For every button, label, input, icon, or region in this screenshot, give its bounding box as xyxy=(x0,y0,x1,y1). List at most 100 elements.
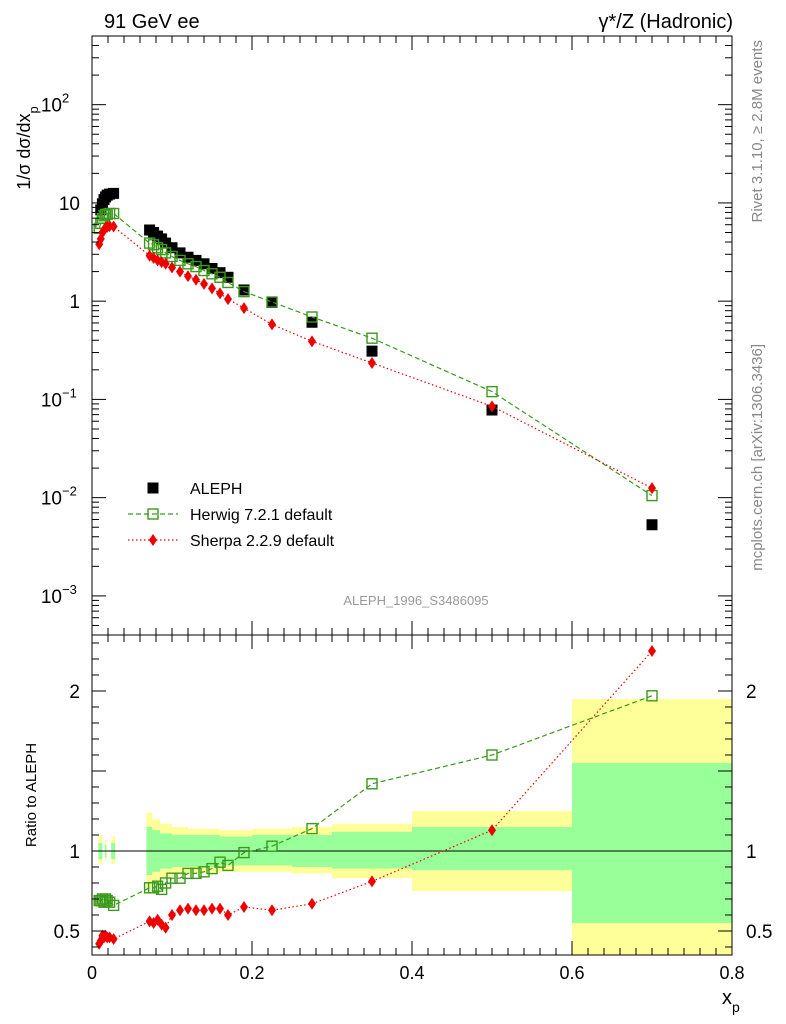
main-herwig-point-15 xyxy=(182,258,194,270)
main-aleph-point-12 xyxy=(166,242,178,254)
main-sherpa-point-23 xyxy=(308,335,316,348)
rivet-label: Rivet 3.1.10, ≥ 2.8M events xyxy=(749,40,766,223)
ratio-sherpa-point-22 xyxy=(268,904,276,917)
x-tick-label-0: 0 xyxy=(87,963,97,983)
ratio-y-tick-label-left-2: 2 xyxy=(69,682,80,703)
ratio-herwig-point-18 xyxy=(206,862,218,875)
ratio-herwig-point-16 xyxy=(190,867,202,880)
main-y-tick-exp-0: −3 xyxy=(62,582,77,597)
main-frame xyxy=(91,35,733,636)
main-y-tick-exp-2: −1 xyxy=(62,385,77,400)
ratio-herwig-point-9 xyxy=(147,882,160,894)
ratio-herwig-point-15 xyxy=(182,867,194,880)
plot-title-right: γ*/Z (Hadronic) xyxy=(599,11,733,33)
legend-sherpa-label: Sherpa 2.2.9 default xyxy=(190,533,335,550)
main-y-tick-label-5: 10 xyxy=(41,96,62,117)
x-tick-label-2: 0.4 xyxy=(399,963,424,983)
main-sherpa-point-22 xyxy=(268,318,276,331)
ratio-y-tick-label-left-0: 0.5 xyxy=(54,922,80,943)
ratio-herwig-point-17 xyxy=(198,866,210,878)
main-herwig-point-21 xyxy=(238,285,250,298)
ratio-sherpa-point-17 xyxy=(200,904,208,917)
ratio-sherpa-point-13 xyxy=(168,909,176,921)
ratio-herwig-point-25 xyxy=(486,749,498,761)
main-y-tick-label-3: 1 xyxy=(69,292,80,313)
main-aleph-point-23 xyxy=(366,345,378,357)
legend-aleph-marker xyxy=(147,482,159,494)
main-herwig-point-25 xyxy=(486,385,498,398)
mcplots-label: mcplots.cern.ch [arXiv:1306.3436] xyxy=(749,344,766,571)
main-sherpa-point-15 xyxy=(184,270,192,283)
main-sherpa-point-12 xyxy=(161,257,170,270)
main-sherpa-point-26 xyxy=(648,482,656,495)
main-aleph-point-14 xyxy=(182,251,194,263)
main-sherpa-point-25 xyxy=(488,400,496,413)
ratio-herwig-point-20 xyxy=(222,859,234,872)
ratio-herwig-point-26 xyxy=(646,690,658,702)
main-herwig-point-16 xyxy=(190,260,202,273)
ratio-herwig-point-10 xyxy=(151,880,164,892)
ratio-herwig-point-24 xyxy=(366,778,378,790)
x-axis-label: xp xyxy=(722,987,740,1015)
ratio-herwig-point-22 xyxy=(266,840,278,852)
main-aleph-point-11 xyxy=(160,237,172,249)
legend-sherpa-marker xyxy=(149,534,157,546)
main-herwig-point-7 xyxy=(107,207,120,220)
main-y-tick-exp-5: 2 xyxy=(62,91,69,106)
main-y-tick-label-1: 10 xyxy=(41,489,62,510)
ratio-sherpa-point-14 xyxy=(176,904,184,917)
ratio-sherpa-point-24 xyxy=(368,875,376,888)
main-herwig-point-24 xyxy=(366,332,378,344)
ratio-y-axis-label: Ratio to ALEPH xyxy=(23,743,40,847)
main-herwig-line xyxy=(98,212,653,497)
x-tick-label-1: 0.2 xyxy=(239,963,264,983)
legend-aleph-label: ALEPH xyxy=(190,481,242,498)
ratio-y-tick-label-right-2: 2 xyxy=(746,682,757,703)
ratio-y-tick-label-left-1: 1 xyxy=(69,842,80,863)
main-herwig-point-17 xyxy=(198,264,210,277)
ratio-herwig-point-11 xyxy=(155,883,168,896)
ratio-herwig-point-19 xyxy=(214,856,226,868)
main-aleph-point-6 xyxy=(108,187,120,199)
legend-herwig-label: Herwig 7.2.1 default xyxy=(190,507,333,524)
ratio-y-tick-label-right-0: 0.5 xyxy=(746,922,772,943)
legend-herwig-marker xyxy=(147,508,159,520)
main-sherpa-point-14 xyxy=(176,265,184,278)
main-aleph-point-20 xyxy=(238,284,250,296)
ratio-sherpa-point-7 xyxy=(109,933,118,945)
main-herwig-point-18 xyxy=(206,268,218,280)
main-y-axis-label: 1/σ dσ/dxp xyxy=(14,106,41,190)
main-sherpa-point-17 xyxy=(200,277,208,290)
ratio-sherpa-point-12 xyxy=(161,921,170,934)
main-herwig-point-11 xyxy=(155,243,168,256)
ratio-sherpa-point-21 xyxy=(240,901,248,913)
ratio-y-tick-label-right-1: 1 xyxy=(746,842,757,863)
main-herwig-point-22 xyxy=(266,296,278,308)
x-tick-label-3: 0.6 xyxy=(559,963,584,983)
ratio-herwig-point-4 xyxy=(99,893,112,905)
main-sherpa-point-16 xyxy=(192,273,200,286)
x-tick-label-4: 0.8 xyxy=(719,963,744,983)
ratio-sherpa-point-16 xyxy=(192,904,200,917)
ratio-band-inner-12 xyxy=(332,831,412,869)
main-aleph-point-15 xyxy=(190,254,202,266)
main-aleph-point-16 xyxy=(198,258,210,270)
main-aleph-point-21 xyxy=(266,296,278,308)
main-herwig-point-23 xyxy=(306,311,318,323)
ratio-sherpa-point-19 xyxy=(216,902,224,915)
analysis-id: ALEPH_1996_S3486095 xyxy=(343,593,488,608)
ratio-sherpa-point-18 xyxy=(208,902,216,915)
ratio-herwig-point-7 xyxy=(107,899,120,912)
plot-title-left: 91 GeV ee xyxy=(104,11,200,33)
ratio-sherpa-line xyxy=(98,650,653,945)
main-y-tick-label-0: 10 xyxy=(41,587,62,608)
main-sherpa-point-18 xyxy=(208,282,216,295)
ratio-sherpa-point-25 xyxy=(488,824,496,837)
ratio-herwig-point-13 xyxy=(166,872,178,884)
main-herwig-point-14 xyxy=(174,254,186,267)
main-aleph-point-25 xyxy=(646,519,658,531)
main-sherpa-point-21 xyxy=(240,302,248,315)
main-sherpa-point-13 xyxy=(168,261,176,274)
ratio-sherpa-point-26 xyxy=(648,645,656,657)
